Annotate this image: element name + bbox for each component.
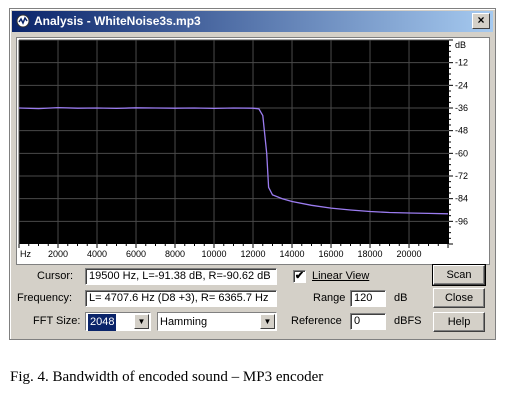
y-tick-label: -12 (455, 58, 468, 68)
y-tick-label: -48 (455, 126, 468, 136)
x-tick-label: 12000 (240, 249, 265, 259)
x-tick-label: 14000 (280, 249, 305, 259)
y-tick-label: -84 (455, 194, 468, 204)
x-tick-label: 20000 (397, 249, 422, 259)
y-tick-label: -96 (455, 216, 468, 226)
fft-size-select[interactable]: 2048 ▼ (85, 312, 151, 331)
analysis-window: Analysis - WhiteNoise3s.mp3 × Hz 2000 4000… (9, 8, 496, 340)
y-tick-label: dB (455, 40, 466, 50)
linear-view-checkbox[interactable]: ✔ (293, 270, 306, 283)
x-tick-label: 4000 (87, 249, 107, 259)
spectrum-plot[interactable]: Hz 2000 4000 6000 8000 10000 12000 14000 16000 18… (16, 37, 490, 265)
linear-view-text: Linear View (312, 270, 370, 282)
x-tick-label: 18000 (358, 249, 383, 259)
window-title: Analysis - WhiteNoise3s.mp3 (34, 14, 201, 28)
range-input[interactable]: 120 (350, 290, 386, 307)
y-tick-label: -72 (455, 171, 468, 181)
range-label: Range (313, 292, 346, 304)
x-tick-label: 6000 (126, 249, 146, 259)
chevron-down-icon[interactable]: ▼ (134, 314, 149, 329)
help-button[interactable]: Help (433, 312, 485, 332)
reference-unit: dBFS (394, 315, 422, 327)
y-tick-label: -36 (455, 103, 468, 113)
x-tick-label: Hz (20, 249, 31, 259)
cursor-readout: 19500 Hz, L=-91.38 dB, R=-90.62 dB (85, 268, 277, 285)
spectrum-line (18, 106, 449, 215)
reference-input[interactable]: 0 (350, 313, 386, 330)
y-tick-label: -24 (455, 80, 468, 90)
scan-button[interactable]: Scan (432, 264, 486, 286)
x-tick-label: 2000 (48, 249, 68, 259)
spectrum-chart[interactable]: Hz 2000 4000 6000 8000 10000 12000 14000 16000 18… (17, 38, 489, 264)
x-tick-label: 16000 (319, 249, 344, 259)
close-button[interactable]: Close (433, 288, 485, 308)
window-function-value: Hamming (160, 316, 208, 328)
figure-caption: Fig. 4. Bandwidth of encoded sound – MP3… (10, 369, 324, 385)
fft-size-label: FFT Size: (33, 315, 81, 327)
range-unit: dB (394, 292, 408, 304)
frequency-label: Frequency: (17, 292, 73, 304)
linear-view-label[interactable]: Linear View (312, 270, 369, 282)
x-tick-label: 8000 (165, 249, 185, 259)
x-tick-label: 10000 (201, 249, 226, 259)
close-icon[interactable]: × (472, 13, 490, 29)
title-bar[interactable]: Analysis - WhiteNoise3s.mp3 × (12, 11, 493, 32)
cursor-label: Cursor: (37, 270, 74, 282)
app-icon (16, 14, 30, 28)
reference-label: Reference (291, 315, 342, 327)
window-function-select[interactable]: Hamming ▼ (157, 312, 277, 331)
chevron-down-icon[interactable]: ▼ (260, 314, 275, 329)
y-tick-label: -60 (455, 148, 468, 158)
plot-area (19, 40, 449, 244)
fft-size-value: 2048 (88, 314, 117, 331)
frequency-readout: L= 4707.6 Hz (D8 +3), R= 6365.7 Hz (85, 290, 277, 307)
